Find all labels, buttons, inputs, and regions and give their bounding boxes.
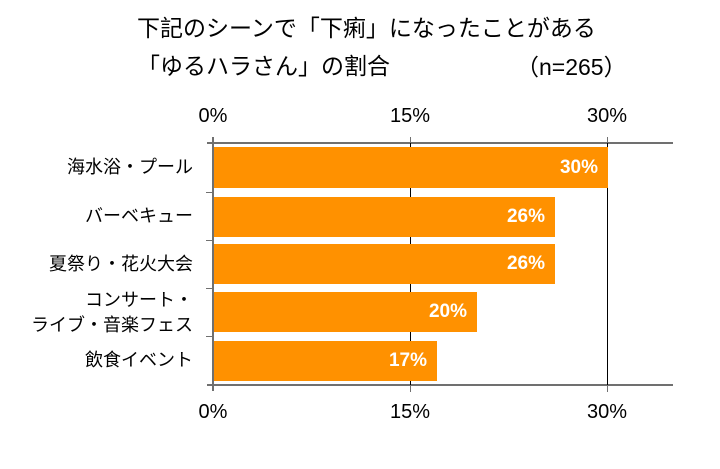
category-label: 海水浴・プール [67,157,193,178]
y-tickmark [206,288,213,289]
gridline-30 [607,143,608,385]
y-tickmark [206,192,213,193]
bar-value-label: 30% [559,156,598,178]
bottom-tick-15: 15% [389,401,431,423]
bar-summer-festival: 26% [214,244,555,284]
bar-value-label: 26% [506,206,545,227]
top-axis [207,142,673,144]
bar-value-label: 17% [388,350,427,371]
sample-size: （n=265） [516,54,627,80]
bottom-axis [207,384,673,386]
bar-concert-live: 20% [214,292,477,332]
top-tickmark-15 [410,137,411,143]
bar-food-event: 17% [214,341,437,381]
bar-beach-pool: 30% [214,147,608,188]
top-tickmark-30 [607,137,608,143]
chart-title-line2: 「ゆるハラさん」の割合 [137,54,390,80]
category-label: 夏祭り・花火大会 [49,254,193,275]
category-label: バーベキュー [85,206,193,227]
category-label: コンサート・ [85,290,193,311]
bar-value-label: 26% [506,253,545,274]
bar-value-label: 20% [428,301,467,322]
bar-barbecue: 26% [214,197,555,237]
bottom-tick-0: 0% [198,401,228,423]
category-label: ライブ・音楽フェス [31,315,193,336]
top-tick-0: 0% [198,105,228,127]
left-axis [212,137,214,391]
bottom-tickmark-15 [410,386,411,392]
top-tick-15: 15% [389,105,431,127]
y-tickmark [206,240,213,241]
top-tick-30: 30% [586,105,628,127]
category-label: 飲食イベント [85,350,193,371]
bottom-tickmark-30 [607,386,608,392]
chart-title-line1: 下記のシーンで「下痢」になったことがある [137,16,596,42]
y-tickmark [206,336,213,337]
bottom-tick-30: 30% [586,401,628,423]
